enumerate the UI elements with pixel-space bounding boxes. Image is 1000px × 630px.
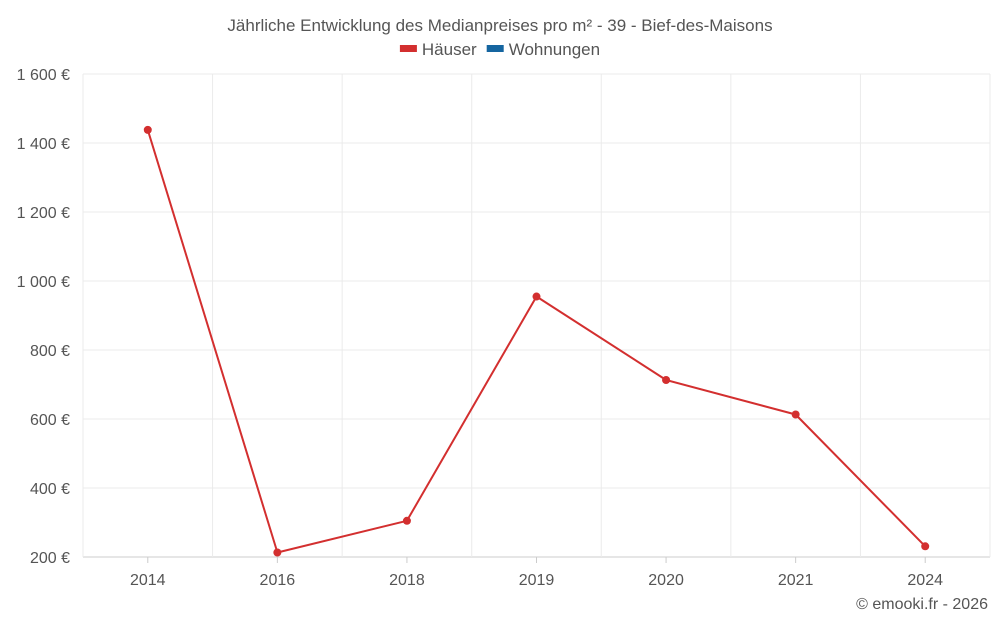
legend-label: Häuser (422, 40, 477, 59)
legend: Häuser Wohnungen (399, 40, 600, 59)
legend-swatch (399, 45, 417, 52)
series-line-Häuser (146, 129, 926, 554)
data-point (143, 125, 152, 134)
data-point (662, 376, 671, 385)
y-tick-label: 600 € (30, 412, 70, 429)
y-tick-label: 1 400 € (17, 136, 70, 153)
x-axis: 2014 2016 2018 2019 2020 2021 2024 (130, 557, 943, 589)
series-layer (143, 125, 930, 557)
data-point (402, 516, 411, 525)
data-point (921, 542, 930, 551)
y-axis: 200 € 400 € 600 € 800 € 1 000 € 1 200 € 1 400 … (17, 67, 70, 567)
x-tick-label: 2021 (778, 572, 814, 589)
credit-text: © emooki.fr - 2026 (856, 596, 988, 613)
y-tick-label: 1 600 € (17, 67, 70, 84)
legend-label: Wohnungen (509, 40, 600, 59)
x-tick-label: 2024 (907, 572, 943, 589)
y-tick-label: 400 € (30, 481, 70, 498)
x-tick-label: 2020 (648, 572, 684, 589)
x-tick-label: 2014 (130, 572, 166, 589)
data-point (273, 548, 282, 557)
y-tick-label: 1 000 € (17, 274, 70, 291)
y-tick-label: 800 € (30, 343, 70, 360)
legend-item: Häuser (399, 40, 477, 59)
y-tick-label: 200 € (30, 550, 70, 567)
y-tick-label: 1 200 € (17, 205, 70, 222)
data-point (791, 410, 800, 419)
x-tick-label: 2018 (389, 572, 425, 589)
grid (82, 73, 991, 558)
legend-item: Wohnungen (486, 40, 600, 59)
chart-title: Jährliche Entwicklung des Medianpreises … (227, 16, 772, 35)
x-tick-label: 2019 (519, 572, 555, 589)
legend-swatch (486, 45, 504, 52)
data-point (532, 292, 541, 301)
x-tick-label: 2016 (260, 572, 296, 589)
